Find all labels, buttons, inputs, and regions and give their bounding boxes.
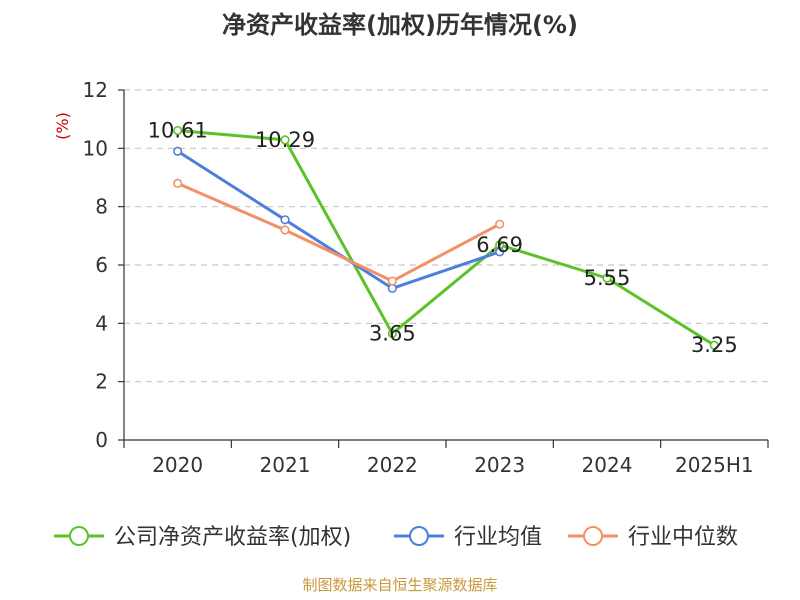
x-tick-label: 2024 <box>582 453 633 477</box>
legend-label: 行业中位数 <box>628 525 738 550</box>
x-tick-label: 2020 <box>152 453 203 477</box>
legend[interactable]: 公司净资产收益率(加权) 行业均值 行业中位数 <box>54 525 738 550</box>
series-lines <box>173 125 719 350</box>
data-point[interactable] <box>280 225 290 235</box>
y-tick-label: 8 <box>95 195 108 219</box>
data-point[interactable] <box>173 146 183 156</box>
data-point[interactable] <box>495 219 505 229</box>
axes: 0 2 4 6 8 10 12 2020 2021 2022 2023 2024 2025H1 <box>83 78 769 477</box>
y-tick-label: 12 <box>83 78 108 102</box>
legend-label: 行业均值 <box>454 525 542 550</box>
y-tick-label: 2 <box>95 370 108 394</box>
data-point[interactable] <box>173 178 183 188</box>
data-label: 3.25 <box>691 333 738 357</box>
data-label: 3.65 <box>369 322 416 346</box>
legend-item[interactable]: 行业中位数 <box>568 525 738 550</box>
data-label: 10.29 <box>255 128 315 152</box>
data-label: 10.61 <box>148 119 208 143</box>
legend-item[interactable]: 行业均值 <box>394 525 542 550</box>
legend-item[interactable]: 公司净资产收益率(加权) <box>54 525 351 550</box>
x-tick-label: 2023 <box>474 453 525 477</box>
y-tick-label: 6 <box>95 253 108 277</box>
x-tick-label: 2025H1 <box>675 453 754 477</box>
data-point[interactable] <box>173 125 183 136</box>
series-line-0 <box>177 129 716 347</box>
y-tick-label: 0 <box>95 428 108 452</box>
data-point[interactable] <box>387 283 397 293</box>
x-tick-label: 2022 <box>367 453 418 477</box>
y-tick-label: 4 <box>95 311 108 335</box>
series-line-2 <box>177 181 501 283</box>
chart-title: 净资产收益率(加权)历年情况(%) <box>222 11 578 39</box>
legend-marker <box>69 526 89 546</box>
grid-lines <box>124 89 768 383</box>
data-label: 5.55 <box>584 266 631 290</box>
x-tick-label: 2021 <box>260 453 311 477</box>
y-axis-unit: (%) <box>53 112 72 140</box>
y-tick-label: 10 <box>83 136 108 160</box>
data-point[interactable] <box>280 215 290 225</box>
data-point[interactable] <box>387 328 397 339</box>
source-note: 制图数据来自恒生聚源数据库 <box>302 576 497 594</box>
data-point[interactable] <box>387 276 397 286</box>
data-point[interactable] <box>495 247 505 257</box>
data-point[interactable] <box>709 340 719 350</box>
data-point[interactable] <box>602 273 612 283</box>
data-point[interactable] <box>280 135 290 145</box>
series-line-1 <box>176 149 501 290</box>
data-label: 6.69 <box>476 233 523 257</box>
data-labels: 10.61 10.29 3.65 6.69 5.55 3.25 <box>148 119 738 358</box>
legend-marker <box>583 526 603 546</box>
legend-label: 公司净资产收益率(加权) <box>114 525 351 550</box>
legend-marker <box>409 526 429 546</box>
